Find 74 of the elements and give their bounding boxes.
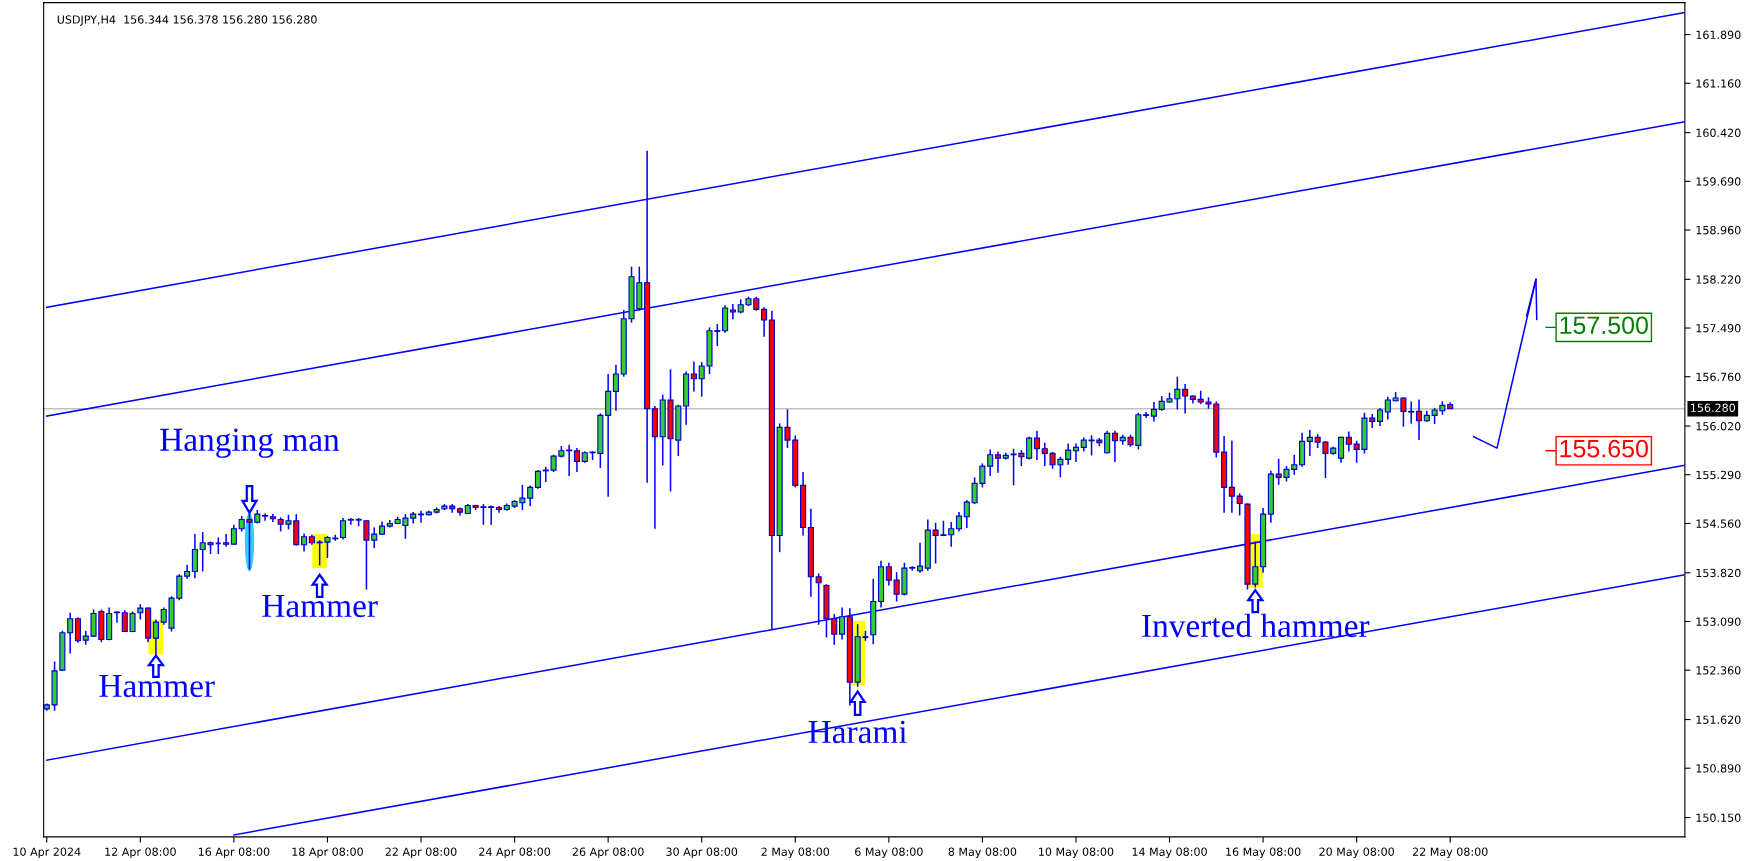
candlestick: [761, 306, 768, 338]
y-tick-label: 154.560: [1696, 519, 1741, 528]
candlestick: [301, 532, 308, 553]
candlestick: [1415, 398, 1423, 441]
x-tick-label: 30 Apr 08:00: [666, 847, 738, 859]
candlestick: [916, 542, 924, 574]
y-tick-label: 153.090: [1696, 617, 1741, 626]
x-tick-label: 14 May 08:00: [1132, 847, 1207, 859]
candlestick: [690, 360, 697, 393]
candlestick: [1228, 439, 1235, 514]
candlestick: [1337, 435, 1345, 464]
x-tick-label: 10 Apr 2024: [13, 847, 81, 859]
y-tick-label: 160.420: [1696, 128, 1741, 138]
candlestick: [339, 517, 347, 541]
y-tick-label: 156.020: [1696, 422, 1741, 431]
x-tick-label: 22 Apr 08:00: [385, 847, 457, 859]
x-tick-label: 18 Apr 08:00: [292, 847, 363, 859]
annotation: 155.650: [1560, 439, 1648, 458]
x-tick-label: 20 May 08:00: [1319, 847, 1394, 859]
y-tick-label: 159.690: [1696, 177, 1741, 186]
candlestick: [838, 606, 846, 641]
y-tick-label: 158.960: [1696, 225, 1741, 235]
candlestick: [1306, 429, 1313, 457]
x-tick-label: 16 Apr 08:00: [198, 847, 270, 859]
candlestick: [74, 616, 82, 644]
y-tick-label: 161.890: [1696, 30, 1741, 39]
candlestick: [113, 610, 120, 624]
candlestick: [223, 533, 230, 548]
y-tick-label: 150.150: [1696, 813, 1741, 822]
candlestick: [230, 524, 237, 546]
annotation: Harami: [808, 720, 907, 744]
candlestick: [573, 447, 581, 473]
candlestick: [1072, 442, 1080, 463]
x-tick-label: 6 May 08:00: [855, 847, 923, 859]
candlestick: [262, 512, 269, 522]
annotation: Hanging man: [160, 428, 340, 458]
x-tick-label: 8 May 08:00: [948, 847, 1017, 859]
x-tick-label: 26 Apr 08:00: [572, 847, 644, 859]
y-tick-label: 161.160: [1696, 79, 1741, 88]
y-tick-label: 151.620: [1696, 715, 1741, 724]
x-tick-label: 16 May 08:00: [1226, 847, 1301, 859]
y-tick-label: 155.290: [1696, 470, 1741, 480]
candlestick: [1376, 407, 1384, 427]
candlestick: [1299, 431, 1306, 468]
candlestick: [1111, 429, 1118, 463]
candlestick: [612, 363, 619, 412]
candlestick: [955, 511, 963, 533]
candlestick: [191, 533, 198, 579]
x-tick-label: 24 Apr 08:00: [479, 847, 551, 859]
text: USDJPY,H4 156.344 156.378 156.280 156.280: [57, 15, 317, 26]
candlestick: [815, 572, 822, 626]
annotation: Inverted hammer: [1142, 613, 1370, 638]
annotation: Hammer: [99, 675, 215, 698]
candlestick: [729, 303, 736, 321]
y-tick-label: 153.820: [1696, 568, 1741, 578]
candlestick: [417, 510, 425, 524]
candlestick: [1033, 429, 1041, 461]
y-tick-label: 150.890: [1696, 764, 1741, 773]
annotation: Hammer: [262, 595, 378, 618]
y-tick-label: 157.490: [1696, 324, 1741, 333]
candlestick: [1150, 401, 1157, 423]
candlestick: [534, 469, 542, 490]
candlestick: [1182, 383, 1189, 415]
y-tick-label: 156.760: [1696, 372, 1741, 382]
y-tick-label: 152.360: [1696, 666, 1741, 675]
y-tick-label: 158.220: [1696, 275, 1741, 284]
x-tick-label: 10 May 08:00: [1039, 847, 1114, 859]
candlestick: [994, 450, 1002, 474]
x-tick-label: 22 May 08:00: [1412, 847, 1488, 859]
ref-line-label: 156.280: [1691, 403, 1736, 412]
annotation: 157.500: [1560, 316, 1648, 335]
x-tick-label: 2 May 08:00: [761, 847, 830, 859]
x-tick-label: 12 Apr 08:00: [105, 847, 176, 859]
candlestick: [722, 304, 729, 334]
